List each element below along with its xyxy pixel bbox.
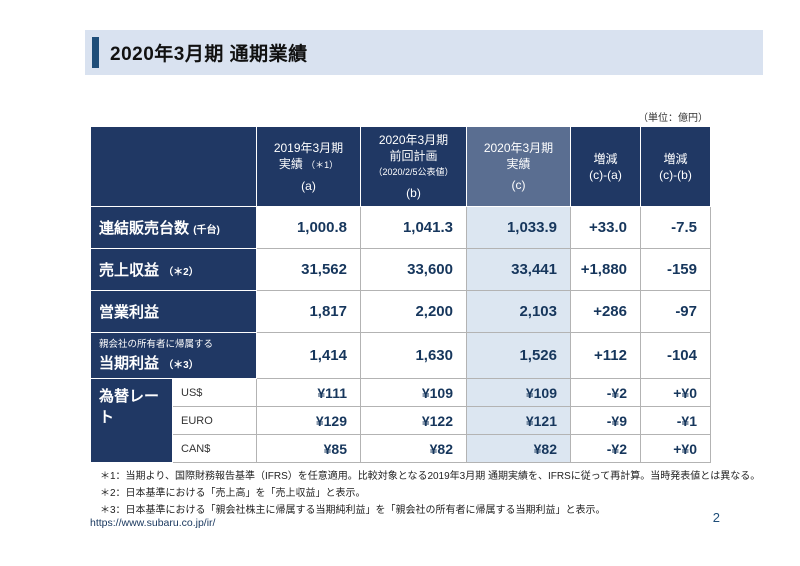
- title-band: 2020年3月期 通期業績: [85, 30, 763, 75]
- col-header-diff-ca: 増減 (c)-(a): [570, 126, 641, 207]
- header-line: 増減: [663, 151, 688, 166]
- value-cell: 2,103: [466, 290, 571, 333]
- page-title: 2020年3月期 通期業績: [110, 44, 308, 65]
- currency-label-cad: CAN$: [172, 434, 257, 463]
- row-fx-usd: 為替レート US$ ¥111 ¥109 ¥109 -¥2 +¥0: [90, 378, 711, 463]
- value-cell: 1,033.9: [466, 206, 571, 249]
- unit-note: （単位：億円）: [638, 113, 708, 124]
- row-revenue: 売上収益 （＊2） 31,562 33,600 33,441 +1,880 -1…: [90, 248, 711, 291]
- title-accent-bar: [92, 37, 99, 68]
- value-cell: 2,200: [360, 290, 467, 333]
- footnote-3: ＊3：日本基準における「親会社株主に帰属する当期純利益」を「親会社の所有者に帰属…: [100, 505, 606, 516]
- footnote-2: ＊2：日本基準における「売上高」を「売上収益」と表示。: [100, 488, 366, 499]
- diff-cell: -104: [640, 332, 711, 379]
- row-label-revenue: 売上収益 （＊2）: [90, 248, 257, 291]
- value-cell: ¥85: [256, 434, 361, 463]
- header-line: 実績 （＊1）: [278, 156, 339, 171]
- diff-cell: -¥2: [570, 378, 641, 407]
- currency-label-usd: US$: [172, 378, 257, 407]
- row-label-operating-profit: 営業利益: [90, 290, 257, 333]
- row-label-unit-sales: 連結販売台数 (千台): [90, 206, 257, 249]
- header-line: 増減: [593, 151, 618, 166]
- header-key: (c)-(a): [589, 167, 622, 182]
- value-cell: ¥122: [360, 406, 467, 435]
- diff-cell: +¥0: [640, 378, 711, 407]
- footnote-1: ＊1：当期より、国際財務報告基準（IFRS）を任意適用。比較対象となる2019年…: [100, 471, 761, 482]
- header-note: （2020/2/5公表値）: [373, 167, 454, 177]
- row-label-fx-rate: 為替レート: [90, 378, 173, 463]
- value-cell: ¥82: [360, 434, 467, 463]
- value-cell: 1,630: [360, 332, 467, 379]
- value-cell: ¥121: [466, 406, 571, 435]
- value-cell: ¥111: [256, 378, 361, 407]
- value-cell: 1,000.8: [256, 206, 361, 249]
- value-cell: 31,562: [256, 248, 361, 291]
- value-cell: ¥82: [466, 434, 571, 463]
- value-cell: 33,600: [360, 248, 467, 291]
- footer-url: https://www.subaru.co.jp/ir/: [90, 517, 216, 529]
- col-header-fy2020-actual: 2020年3月期 実績 (c): [466, 126, 571, 207]
- diff-cell: +112: [570, 332, 641, 379]
- value-cell: ¥109: [360, 378, 467, 407]
- row-unit-sales: 連結販売台数 (千台) 1,000.8 1,041.3 1,033.9 +33.…: [90, 206, 711, 249]
- results-table: 2019年3月期 実績 （＊1） (a) 2020年3月期 前回計画 （2020…: [90, 126, 711, 463]
- header-line: 2019年3月期: [273, 140, 344, 155]
- diff-cell: +286: [570, 290, 641, 333]
- diff-cell: +1,880: [570, 248, 641, 291]
- header-key: (c)-(b): [659, 167, 692, 182]
- table-corner-cell: [90, 126, 257, 207]
- diff-cell: +33.0: [570, 206, 641, 249]
- value-cell: 1,414: [256, 332, 361, 379]
- value-cell: 1,526: [466, 332, 571, 379]
- header-key: (a): [301, 178, 316, 193]
- value-cell: ¥129: [256, 406, 361, 435]
- value-cell: 1,041.3: [360, 206, 467, 249]
- currency-label-euro: EURO: [172, 406, 257, 435]
- diff-cell: -¥9: [570, 406, 641, 435]
- page-number: 2: [712, 510, 720, 525]
- value-cell: 1,817: [256, 290, 361, 333]
- col-header-diff-cb: 増減 (c)-(b): [640, 126, 711, 207]
- value-cell: ¥109: [466, 378, 571, 407]
- header-row: 2019年3月期 実績 （＊1） (a) 2020年3月期 前回計画 （2020…: [90, 126, 711, 207]
- header-key: (c): [511, 178, 526, 192]
- diff-cell: -97: [640, 290, 711, 333]
- row-net-income: 親会社の所有者に帰属する 当期利益 （＊3） 1,414 1,630 1,526…: [90, 332, 711, 379]
- col-header-fy2020-plan: 2020年3月期 前回計画 （2020/2/5公表値） (b): [360, 126, 467, 207]
- diff-cell: -¥2: [570, 434, 641, 463]
- row-operating-profit: 営業利益 1,817 2,200 2,103 +286 -97: [90, 290, 711, 333]
- row-fx-cad: CAN$ ¥85 ¥82 ¥82 -¥2 +¥0: [91, 434, 711, 463]
- header-line: 2020年3月期: [483, 141, 554, 155]
- header-line: 2020年3月期: [378, 133, 449, 147]
- header-key: (b): [406, 186, 421, 200]
- diff-cell: -¥1: [640, 406, 711, 435]
- diff-cell: +¥0: [640, 434, 711, 463]
- header-line: 実績: [506, 157, 531, 171]
- header-line: 前回計画: [389, 149, 438, 163]
- col-header-fy2019-actual: 2019年3月期 実績 （＊1） (a): [256, 126, 361, 207]
- diff-cell: -159: [640, 248, 711, 291]
- diff-cell: -7.5: [640, 206, 711, 249]
- row-fx-euro: EURO ¥129 ¥122 ¥121 -¥9 -¥1: [91, 406, 711, 435]
- value-cell: 33,441: [466, 248, 571, 291]
- row-label-net-income: 親会社の所有者に帰属する 当期利益 （＊3）: [90, 332, 257, 379]
- footnotes: ＊1：当期より、国際財務報告基準（IFRS）を任意適用。比較対象となる2019年…: [100, 468, 760, 519]
